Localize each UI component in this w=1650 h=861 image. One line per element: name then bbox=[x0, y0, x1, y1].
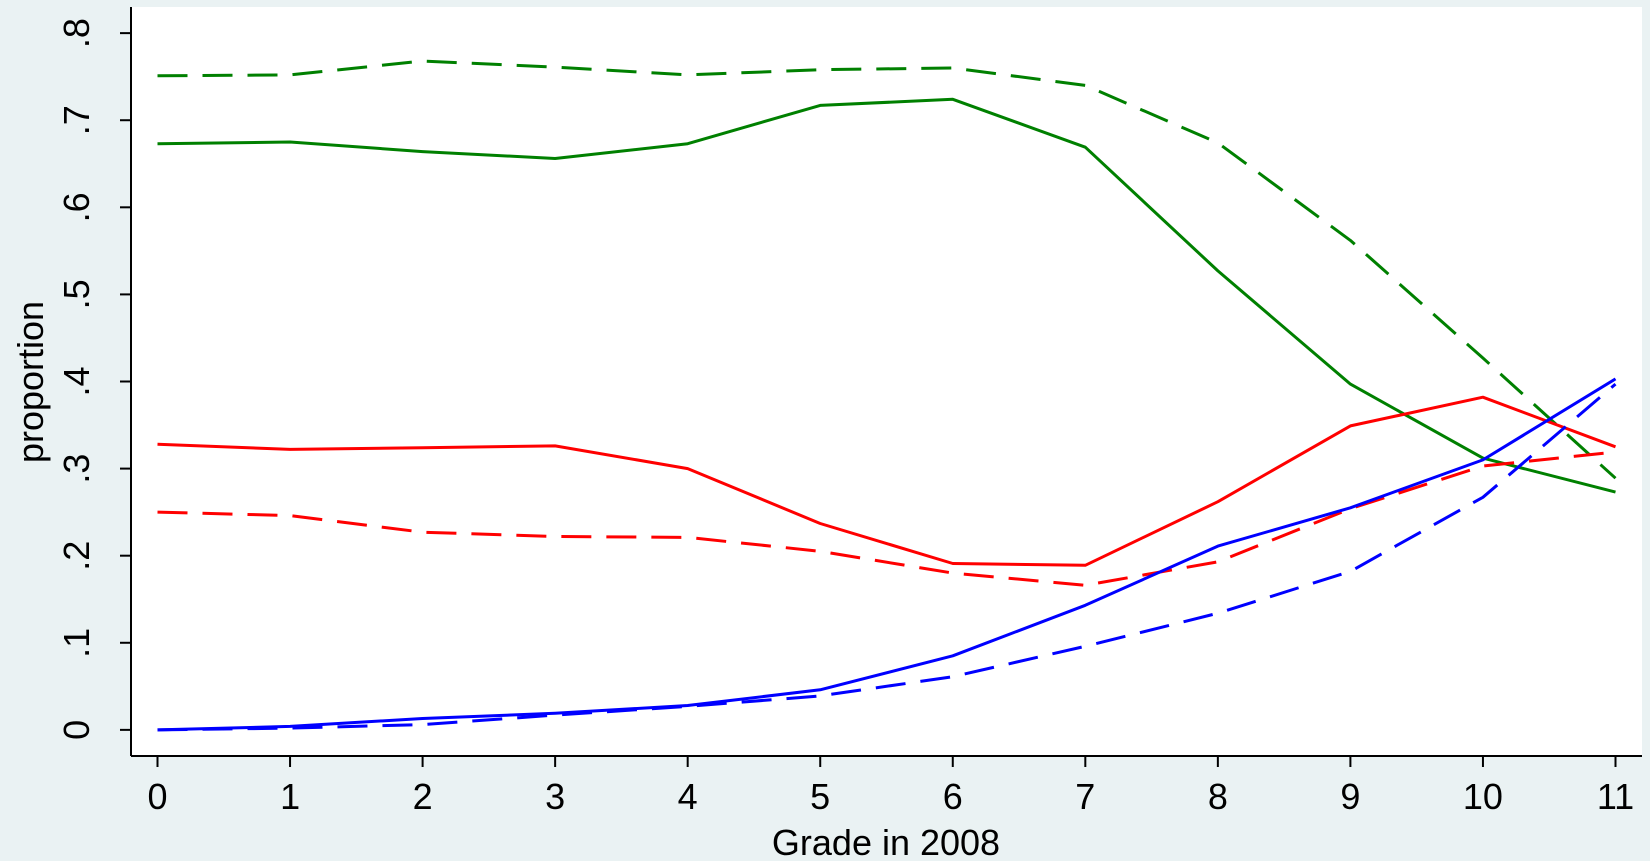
x-tick-label-4: 4 bbox=[678, 776, 698, 817]
x-tick-label-3: 3 bbox=[545, 776, 565, 817]
series-line-3 bbox=[157, 395, 1617, 567]
y-tick-label-1: .1 bbox=[56, 628, 97, 658]
x-tick-label-6: 6 bbox=[943, 776, 963, 817]
x-axis-title: Grade in 2008 bbox=[772, 822, 1000, 861]
x-tick-label-10: 10 bbox=[1463, 776, 1503, 817]
x-tick-label-11: 11 bbox=[1597, 776, 1634, 817]
y-tick-label-7: .7 bbox=[56, 105, 97, 135]
y-tick-label-4: .4 bbox=[56, 366, 97, 396]
y-tick-label-2: .2 bbox=[56, 541, 97, 571]
series-layer bbox=[157, 59, 1617, 732]
x-tick-label-1: 1 bbox=[280, 776, 300, 817]
x-tick-label-7: 7 bbox=[1075, 776, 1095, 817]
series-line-6 bbox=[157, 382, 1617, 732]
x-tick-label-2: 2 bbox=[413, 776, 433, 817]
series-line-2 bbox=[157, 59, 1617, 480]
x-tick-label-0: 0 bbox=[147, 776, 167, 817]
plot-area bbox=[131, 7, 1642, 756]
y-tick-label-5: .5 bbox=[56, 279, 97, 309]
series-line-4 bbox=[157, 450, 1616, 587]
y-tick-label-6: .6 bbox=[56, 192, 97, 222]
axes-layer: 0 .1 .2 .3 .4 .5 .6 .7 .8 0 1 2 3 4 5 6 7 8 9 10 11 bbox=[56, 7, 1642, 817]
series-line-5 bbox=[157, 377, 1617, 732]
y-tick-label-3: .3 bbox=[56, 454, 97, 484]
x-tick-label-8: 8 bbox=[1208, 776, 1228, 817]
series-line-1 bbox=[157, 97, 1616, 494]
x-tick-label-5: 5 bbox=[810, 776, 830, 817]
y-tick-label-0: 0 bbox=[56, 720, 97, 740]
y-axis-title: proportion bbox=[10, 301, 51, 463]
y-tick-label-8: .8 bbox=[56, 18, 97, 48]
x-tick-label-9: 9 bbox=[1340, 776, 1360, 817]
